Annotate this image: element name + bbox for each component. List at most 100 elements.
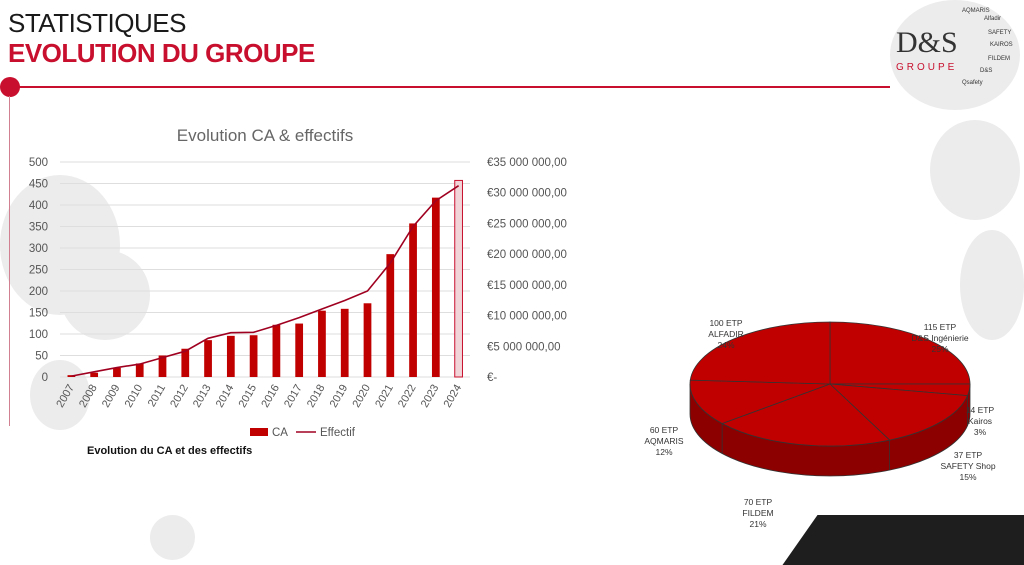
x-tick-label: 2016	[259, 383, 282, 410]
pie-data-label: 60 ETP AQMARIS 12%	[619, 425, 709, 458]
pie-data-label: 115 ETP D&S Ingénierie 25%	[895, 322, 985, 355]
x-tick-label: 2011	[146, 383, 168, 409]
background-blob	[60, 250, 150, 340]
y-tick-label: 150	[29, 308, 48, 320]
pie-slice	[828, 383, 969, 441]
side-divider	[9, 96, 10, 426]
y-tick-label: 0	[42, 372, 48, 384]
pie-label-line1: 100 ETP	[709, 318, 743, 328]
divider-dot	[0, 77, 20, 97]
x-tick-label: 2024	[442, 383, 465, 410]
logo-company-kairos: KAIROS	[990, 42, 1013, 48]
chart-title: Evolution CA & effectifs	[177, 126, 353, 145]
x-tick-label: 2022	[396, 383, 419, 410]
background-blob	[930, 120, 1020, 220]
pie-data-label: 70 ETP FILDEM 21%	[713, 497, 803, 530]
logo-company-qsafety: Qsafety	[962, 80, 983, 86]
y2-tick-label: €15 000 000,00	[487, 280, 567, 292]
bar-ca	[181, 348, 190, 377]
pie-slice	[689, 321, 831, 385]
pie-label-line2: SAFETY Shop	[940, 461, 996, 471]
x-tick-label: 2021	[373, 383, 396, 410]
logo-company-fildem: FILDEM	[988, 56, 1011, 62]
y-tick-label: 50	[35, 351, 48, 363]
legend-label-ca: CA	[272, 427, 288, 439]
x-tick-label: 2019	[328, 383, 351, 410]
bar-ca	[409, 223, 417, 377]
logo-company-ds: D&S	[980, 68, 993, 74]
x-tick-label: 2023	[419, 383, 442, 410]
logo-company-aqmaris: AQMARIS	[962, 8, 990, 14]
y-tick-label: 450	[29, 179, 48, 191]
background-blob	[960, 230, 1024, 340]
y-tick-label: 400	[29, 200, 48, 212]
bar-ca	[226, 335, 235, 377]
logo-company-safety: SAFETY	[988, 30, 1012, 36]
y-tick-label: 350	[29, 222, 48, 234]
company-logo: D&S GROUPE	[890, 22, 970, 82]
bar-ca	[386, 254, 395, 377]
background-blob	[890, 0, 1020, 110]
pie-label-pct: 15%	[959, 472, 977, 482]
pie-data-label: 14 ETP Kairos 3%	[935, 405, 1024, 438]
pie-label-pct: 3%	[973, 427, 987, 437]
y-tick-label: 250	[29, 265, 48, 277]
x-tick-label: 2018	[305, 383, 328, 410]
pie-label-line1: 115 ETP	[923, 322, 957, 332]
pie-label-line2: Kairos	[967, 416, 993, 426]
chart-canvas: Evolution CA & effectifs 0 50 100 150 200 250 3…	[29, 126, 971, 477]
header-divider	[10, 86, 890, 88]
legend-swatch-ca	[250, 428, 268, 436]
y-tick-label: 500	[29, 157, 48, 169]
bar-ca	[113, 367, 121, 377]
chart-caption: Evolution du CA et des effectifs	[87, 445, 253, 457]
y2-tick-label: €10 000 000,00	[487, 311, 567, 323]
x-tick-label: 2008	[77, 383, 100, 410]
legend-label-effectif: Effectif	[320, 427, 356, 439]
y2-tick-label: €30 000 000,00	[487, 188, 567, 200]
bar-ca	[318, 310, 326, 377]
x-tick-label: 2015	[237, 383, 260, 410]
pie-label-line1: 14 ETP	[965, 405, 995, 415]
y-tick-label: 300	[29, 243, 48, 255]
x-tick-label: 2017	[282, 383, 305, 410]
logo-company-alfadir: Alfadir	[984, 16, 1002, 22]
pie-label-line2: ALFADIR	[708, 329, 744, 339]
logo-brand: D&S	[896, 26, 958, 59]
x-tick-label: 2007	[54, 383, 77, 410]
page-subtitle: EVOLUTION DU GROUPE	[8, 38, 315, 68]
bar-ca	[295, 323, 304, 377]
pie-slice	[721, 383, 891, 447]
y2-tick-label: €5 000 000,00	[487, 341, 561, 353]
x-tick-label: 2013	[191, 383, 214, 410]
pie-label-pct: 21%	[749, 519, 767, 529]
bar-ca	[135, 363, 144, 377]
y-tick-label: 200	[29, 286, 48, 298]
pie-label-line2: AQMARIS	[644, 436, 684, 446]
x-tick-label: 2014	[214, 383, 237, 410]
bar-ca	[340, 308, 349, 377]
pie-label-line1: 37 ETP	[953, 450, 983, 460]
x-tick-label: 2009	[100, 383, 123, 410]
bar-ca	[204, 340, 212, 377]
pie-label-line1: 60 ETP	[649, 425, 679, 435]
bar-ca	[249, 335, 258, 377]
pie-label-line2: FILDEM	[742, 508, 774, 518]
x-tick-label: 2020	[350, 383, 373, 410]
background-blob	[30, 360, 90, 430]
page-title: STATISTIQUES	[8, 8, 186, 38]
bar-ca	[431, 197, 440, 377]
x-tick-label: 2010	[123, 383, 146, 410]
pie-data-label: 37 ETP SAFETY Shop 15%	[923, 450, 1013, 483]
pie-label-pct: 25%	[931, 344, 949, 354]
line-effectif	[71, 184, 460, 377]
bar-ca	[158, 355, 167, 377]
y2-tick-label: €20 000 000,00	[487, 249, 567, 261]
bar-ca	[90, 372, 99, 377]
pie-data-label: 100 ETP ALFADIR 24%	[681, 318, 771, 351]
pie-label-pct: 12%	[655, 447, 673, 457]
pie-slice	[689, 379, 831, 424]
logo-subtitle: GROUPE	[896, 62, 958, 73]
pie-label-line2: D&S Ingénierie	[911, 333, 969, 343]
x-tick-label: 2012	[168, 383, 191, 410]
